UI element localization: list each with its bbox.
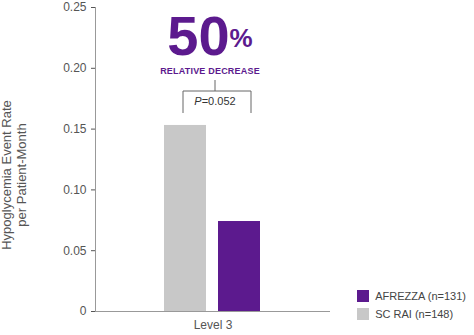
svg-text:Level 3: Level 3: [194, 318, 233, 332]
html-text:AFREZZA (n=131): AFREZZA (n=131): [375, 290, 466, 302]
svg-text:0.05: 0.05: [63, 244, 87, 258]
svg-text:0.15: 0.15: [63, 122, 87, 136]
html-text:RELATIVE DECREASE: RELATIVE DECREASE: [160, 66, 260, 76]
html-text:Hypoglycemia Event Rate per Pa: Hypoglycemia Event Rate per Patient-Mont…: [0, 100, 29, 250]
html-text:P =0.052: P =0.052: [194, 95, 236, 107]
svg-text:0: 0: [80, 304, 87, 318]
html-text:SC RAI (n=148): SC RAI (n=148): [375, 308, 454, 320]
svg-text:0.25: 0.25: [63, 0, 87, 14]
svg-text:0.20: 0.20: [63, 61, 87, 75]
svg-text:0.10: 0.10: [63, 183, 87, 197]
html-text:50: 50: [167, 4, 230, 67]
